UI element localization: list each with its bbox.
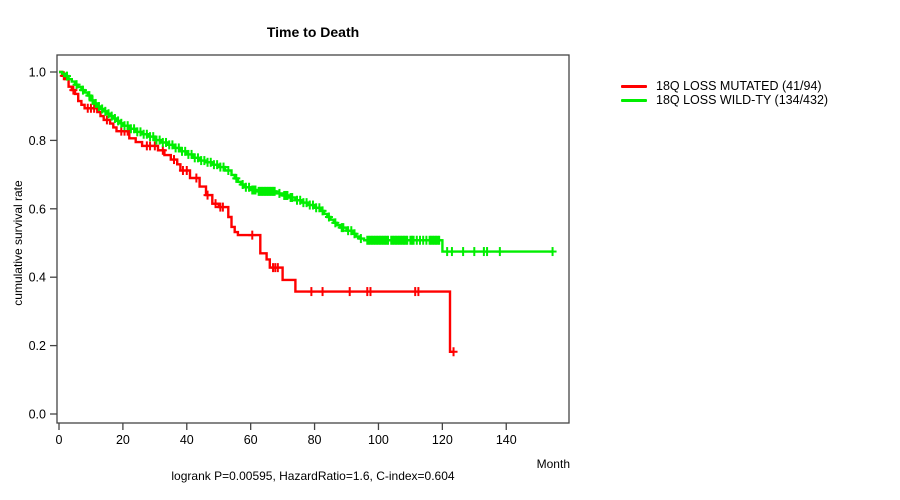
x-tick-label: 120	[432, 433, 453, 447]
stats-annotation: logrank P=0.00595, HazardRatio=1.6, C-in…	[171, 469, 455, 483]
km-curve-0	[59, 70, 454, 353]
x-tick-label: 140	[496, 433, 517, 447]
x-tick-label: 80	[308, 433, 322, 447]
legend-line-swatch-green	[621, 98, 647, 102]
y-tick-label: 0.6	[29, 202, 46, 216]
x-tick-label: 20	[116, 433, 130, 447]
x-tick-label: 100	[368, 433, 389, 447]
x-axis-label: Month	[536, 457, 570, 471]
y-tick-label: 0.0	[29, 408, 46, 422]
legend-line-swatch-red	[621, 84, 647, 88]
chart-title: Time to Death	[266, 24, 360, 40]
y-tick-label: 0.2	[29, 339, 46, 353]
x-tick-label: 0	[56, 433, 63, 447]
y-axis-ticks: 0.0 0.2 0.4 0.6 0.8 1.0	[29, 66, 57, 422]
y-tick-label: 1.0	[29, 66, 46, 80]
km-curve-1	[59, 70, 553, 253]
legend-label-mutated: 18Q LOSS MUTATED (41/94)	[656, 79, 822, 93]
legend: 18Q LOSS MUTATED (41/94) 18Q LOSS WILD-T…	[621, 79, 828, 107]
y-tick-label: 0.8	[29, 134, 46, 148]
plot-box	[56, 54, 570, 424]
legend-label-wildtype: 18Q LOSS WILD-TY (134/432)	[656, 93, 829, 107]
censor-marks-0	[59, 71, 458, 357]
censor-marks-1	[62, 71, 557, 257]
km-series-0	[59, 70, 458, 357]
y-tick-label: 0.4	[29, 271, 46, 285]
x-tick-label: 40	[180, 433, 194, 447]
x-axis-ticks: 0 20 40 60 80 100 120 140	[56, 423, 517, 447]
legend-item-wildtype: 18Q LOSS WILD-TY (134/432)	[621, 93, 828, 107]
km-series-1	[59, 70, 557, 257]
x-tick-label: 60	[244, 433, 258, 447]
legend-item-mutated: 18Q LOSS MUTATED (41/94)	[621, 79, 828, 93]
